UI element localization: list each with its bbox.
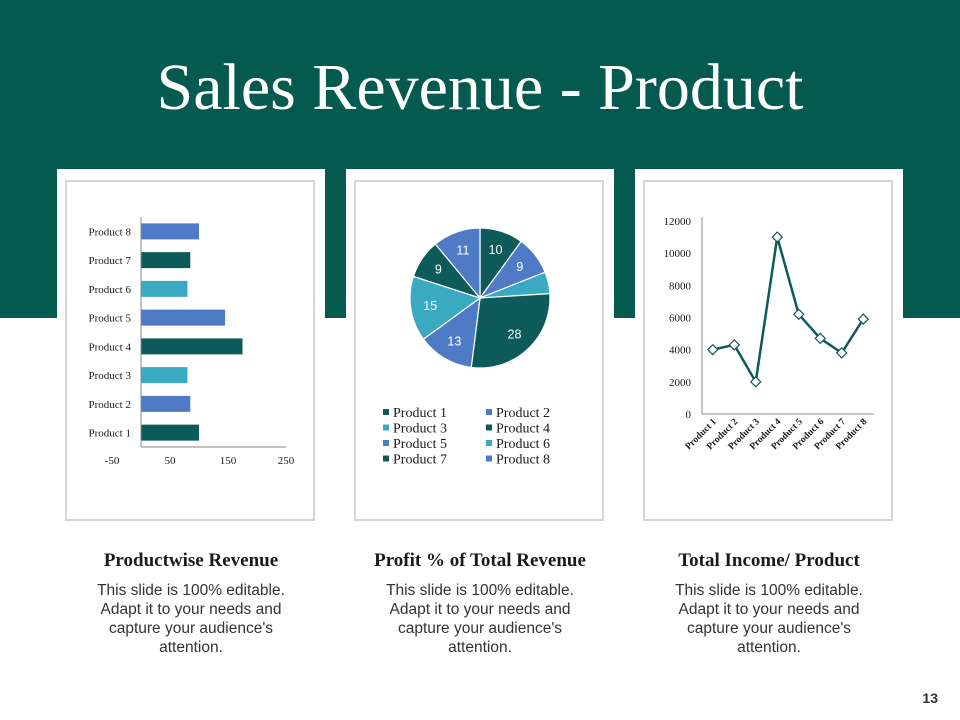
y-tick-label: Product 3 xyxy=(89,370,132,382)
pie-data-label: 15 xyxy=(423,299,437,313)
legend-swatch xyxy=(383,440,389,446)
caption-line: attention. xyxy=(159,639,223,656)
legend-label: Product 7 xyxy=(393,453,447,468)
x-tick-label: 250 xyxy=(278,455,295,467)
line-chart-frame xyxy=(643,180,893,521)
bar-chart-frame xyxy=(65,180,315,521)
pie-data-label: 11 xyxy=(456,244,469,258)
y-tick-label: 0 xyxy=(686,409,692,421)
caption-title-profit-percent: Profit % of Total Revenue xyxy=(374,550,586,571)
caption-line: capture your audience's xyxy=(397,620,563,637)
y-tick-label: Product 2 xyxy=(89,399,131,411)
pie-slice-product-8 xyxy=(434,227,481,300)
pie-data-label: 13 xyxy=(447,334,461,348)
bar-product-2 xyxy=(141,395,191,412)
y-tick-label: 2000 xyxy=(669,377,692,389)
caption-line: attention. xyxy=(737,639,801,656)
caption-title-productwise-revenue: Productwise Revenue xyxy=(103,550,279,571)
caption-line: Adapt it to your needs and xyxy=(678,601,860,618)
line-point-marker xyxy=(814,332,827,345)
x-tick-label: 150 xyxy=(220,455,237,467)
line-series xyxy=(712,236,865,386)
bar-product-6 xyxy=(141,280,188,297)
legend-swatch xyxy=(486,455,492,462)
y-tick-label: 12000 xyxy=(664,216,692,228)
legend-swatch xyxy=(486,409,492,415)
caption-line: attention. xyxy=(448,639,512,656)
caption-text-total-income: This slide is 100% editable. Adapt it to… xyxy=(635,581,903,657)
pie-data-label: 9 xyxy=(435,263,442,277)
y-tick-label: 6000 xyxy=(669,313,692,325)
legend-label: Product 6 xyxy=(496,437,550,452)
caption-text-profit-percent: This slide is 100% editable. Adapt it to… xyxy=(346,581,614,657)
line-point-marker xyxy=(835,347,848,359)
line-chart-card: 0 2000 4000 6000 8000 10000 12000 Product 1 Prod… xyxy=(635,169,903,535)
pie-slice-product-5 xyxy=(422,296,481,369)
y-tick-label: 10000 xyxy=(664,248,692,260)
caption-line: This slide is 100% editable. xyxy=(386,582,574,599)
line-point-marker xyxy=(771,231,784,243)
y-tick-label: Product 7 xyxy=(89,255,132,267)
y-tick-label: Product 5 xyxy=(89,313,132,325)
bar-product-7 xyxy=(141,252,191,269)
pie-slice-product-4 xyxy=(470,292,551,369)
legend-label: Product 4 xyxy=(496,422,550,437)
pie-data-label: 28 xyxy=(508,328,522,342)
caption-line: capture your audience's xyxy=(108,620,274,637)
y-tick-label: 4000 xyxy=(669,345,692,357)
legend-swatch xyxy=(383,455,389,462)
caption-line: Adapt it to your needs and xyxy=(100,601,282,618)
pie-slice-product-6 xyxy=(409,275,482,340)
bar-product-3 xyxy=(141,367,188,384)
y-tick-label: Product 4 xyxy=(89,341,132,353)
caption-title-total-income: Total Income/ Product xyxy=(678,550,860,571)
bar-product-5 xyxy=(141,309,226,326)
caption-line: capture your audience's xyxy=(686,620,852,637)
y-tick-label: Product 6 xyxy=(89,284,132,296)
line-point-marker xyxy=(749,375,762,388)
line-point-marker xyxy=(792,308,805,321)
page-number: 13 xyxy=(922,690,938,706)
legend-swatch xyxy=(383,409,389,415)
legend-swatch xyxy=(383,424,389,431)
bar-product-4 xyxy=(141,338,243,355)
caption-text-productwise-revenue: This slide is 100% editable. Adapt it to… xyxy=(57,581,325,657)
legend-swatch xyxy=(486,424,492,431)
legend-label: Product 1 xyxy=(393,406,447,421)
bar-product-1 xyxy=(141,424,199,441)
legend-label: Product 8 xyxy=(496,453,550,468)
legend-label: Product 5 xyxy=(393,437,447,452)
pie-data-label: 9 xyxy=(516,260,523,274)
y-tick-label: 8000 xyxy=(669,280,692,292)
caption-line: Adapt it to your needs and xyxy=(389,601,571,618)
line-point-marker xyxy=(728,338,741,351)
bar-chart: Product 1 Product 2 Product 3 Product 4 Prod… xyxy=(89,217,295,467)
pie-data-label: 10 xyxy=(489,243,503,257)
caption-line: This slide is 100% editable. xyxy=(675,582,863,599)
bar-chart-card: Product 1 Product 2 Product 3 Product 4 Prod… xyxy=(57,169,325,535)
x-tick-label: 50 xyxy=(165,455,177,467)
x-tick-label: -50 xyxy=(105,455,120,467)
pie-chart-frame xyxy=(354,180,604,521)
y-tick-label: Product 8 xyxy=(89,226,132,238)
legend-swatch xyxy=(486,440,492,446)
caption-line: This slide is 100% editable. xyxy=(97,582,285,599)
y-tick-label: Product 1 xyxy=(89,428,131,440)
legend-label: Product 3 xyxy=(393,422,447,437)
bar-product-8 xyxy=(141,223,199,240)
page-title: Sales Revenue - Product xyxy=(156,51,804,124)
legend-label: Product 2 xyxy=(496,406,550,421)
line-point-marker xyxy=(857,313,870,325)
line-point-marker xyxy=(706,343,719,356)
